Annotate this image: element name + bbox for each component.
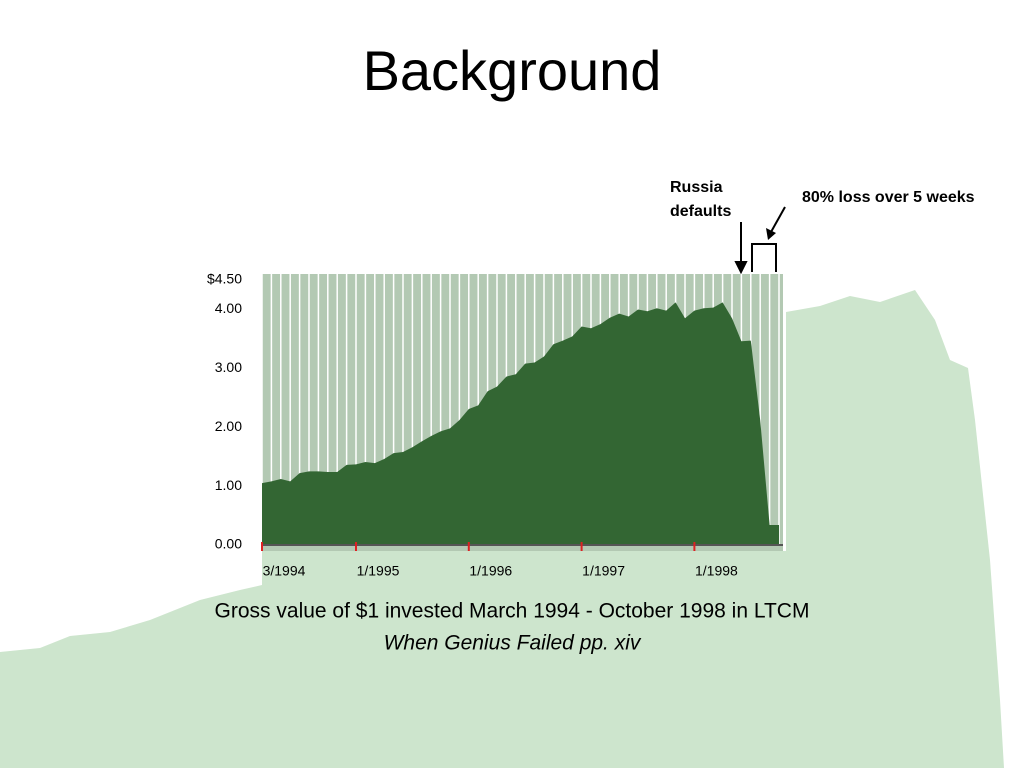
y-tick-label: 1.00: [215, 477, 242, 493]
x-tick-label: 1/1997: [582, 563, 625, 579]
slide-title: Background: [363, 39, 662, 102]
annotation: 80% loss over 5 weeks: [802, 189, 975, 206]
background-shape: [0, 290, 1004, 768]
y-tick-label: $4.50: [207, 271, 242, 287]
source: When Genius Failed pp. xiv: [384, 632, 642, 655]
annotation-arrows: [734, 206, 786, 275]
annotation: defaults: [670, 203, 731, 220]
x-tick-label: 1/1998: [695, 563, 738, 579]
y-tick-label: 0.00: [215, 536, 242, 552]
y-tick-label: 4.00: [215, 300, 242, 316]
annotation: Russia: [670, 179, 723, 196]
x-tick-label: 1/1996: [469, 563, 512, 579]
y-tick-label: 3.00: [215, 359, 242, 375]
x-tick-label: 3/1994: [263, 563, 306, 579]
caption: Gross value of $1 invested March 1994 - …: [215, 600, 810, 623]
area: [262, 302, 779, 545]
x-tick-label: 1/1995: [357, 563, 400, 579]
y-tick-label: 2.00: [215, 418, 242, 434]
